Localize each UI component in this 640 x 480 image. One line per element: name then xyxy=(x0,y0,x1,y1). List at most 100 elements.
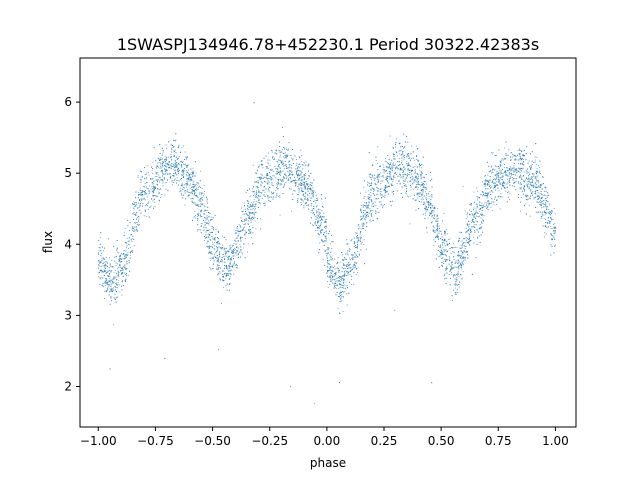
data-point xyxy=(318,218,320,220)
data-point xyxy=(252,226,254,229)
data-point xyxy=(163,159,166,161)
data-point xyxy=(430,208,432,210)
data-point xyxy=(453,273,455,276)
data-point xyxy=(386,165,388,168)
data-point xyxy=(440,249,443,252)
data-point xyxy=(272,171,274,173)
data-point xyxy=(363,244,365,246)
data-point xyxy=(99,237,101,239)
data-point xyxy=(334,278,336,280)
data-point xyxy=(530,184,532,186)
data-point xyxy=(449,265,451,267)
data-point xyxy=(406,195,409,197)
data-point xyxy=(422,197,424,199)
data-point xyxy=(235,264,237,266)
data-point xyxy=(414,179,416,181)
data-point xyxy=(230,260,232,262)
data-point xyxy=(288,164,290,166)
data-point xyxy=(186,173,188,175)
data-point xyxy=(314,223,316,225)
data-point xyxy=(177,184,179,186)
data-point xyxy=(491,153,493,155)
data-point xyxy=(423,180,425,183)
data-point xyxy=(188,185,190,187)
data-point xyxy=(340,286,342,288)
data-point xyxy=(493,184,495,186)
data-point xyxy=(136,230,138,232)
data-point xyxy=(529,173,531,175)
data-point xyxy=(219,252,221,254)
data-point xyxy=(405,176,407,178)
data-point xyxy=(140,199,142,201)
data-point xyxy=(330,273,333,275)
data-point xyxy=(283,148,286,150)
data-point xyxy=(187,177,189,180)
data-point xyxy=(494,165,496,167)
data-point xyxy=(118,266,120,268)
data-point xyxy=(155,175,157,177)
data-point xyxy=(312,193,314,195)
data-point xyxy=(195,189,197,191)
data-point xyxy=(124,242,126,244)
data-point xyxy=(103,297,106,300)
data-point xyxy=(228,257,230,259)
data-point xyxy=(237,235,239,237)
data-point xyxy=(527,195,529,197)
data-point xyxy=(238,233,240,235)
data-point xyxy=(330,277,332,279)
data-point xyxy=(409,195,411,197)
data-point xyxy=(460,244,462,246)
data-point xyxy=(300,165,302,168)
data-point xyxy=(248,211,250,213)
data-point xyxy=(301,191,303,193)
data-point xyxy=(451,273,453,275)
data-point xyxy=(151,191,153,193)
data-point xyxy=(454,275,456,277)
data-point xyxy=(477,190,479,192)
data-point xyxy=(477,221,479,223)
data-point xyxy=(457,271,459,273)
data-point xyxy=(269,175,271,178)
data-point xyxy=(173,179,175,181)
data-point xyxy=(371,176,373,178)
data-point xyxy=(147,190,149,192)
data-point xyxy=(425,197,427,199)
data-point xyxy=(354,232,356,234)
data-point xyxy=(354,252,356,254)
data-point xyxy=(332,274,334,276)
data-point xyxy=(519,159,521,161)
data-point xyxy=(357,243,359,246)
data-point xyxy=(382,207,384,209)
data-point xyxy=(453,243,455,245)
data-point xyxy=(477,237,479,239)
data-point xyxy=(332,282,334,284)
data-point xyxy=(467,257,469,259)
data-point xyxy=(493,188,495,190)
data-point xyxy=(389,201,391,203)
data-point xyxy=(252,164,254,166)
data-point xyxy=(175,157,177,159)
data-point xyxy=(547,209,549,211)
data-point xyxy=(269,159,271,161)
data-point xyxy=(123,258,125,260)
data-point xyxy=(339,283,341,285)
data-point xyxy=(470,203,472,205)
data-point xyxy=(273,175,275,177)
data-point xyxy=(522,167,524,169)
data-point xyxy=(202,199,204,201)
data-point xyxy=(115,282,117,284)
data-point xyxy=(298,167,300,169)
data-point xyxy=(482,195,484,197)
data-point xyxy=(433,214,435,216)
data-point xyxy=(422,182,424,185)
data-point xyxy=(489,185,491,187)
data-point xyxy=(185,159,187,161)
data-point xyxy=(446,272,448,274)
data-point xyxy=(467,216,469,218)
data-point xyxy=(544,232,546,234)
data-point xyxy=(200,223,202,225)
data-point xyxy=(520,170,522,172)
data-point xyxy=(246,218,248,220)
data-point xyxy=(153,147,155,149)
data-point xyxy=(339,280,341,282)
